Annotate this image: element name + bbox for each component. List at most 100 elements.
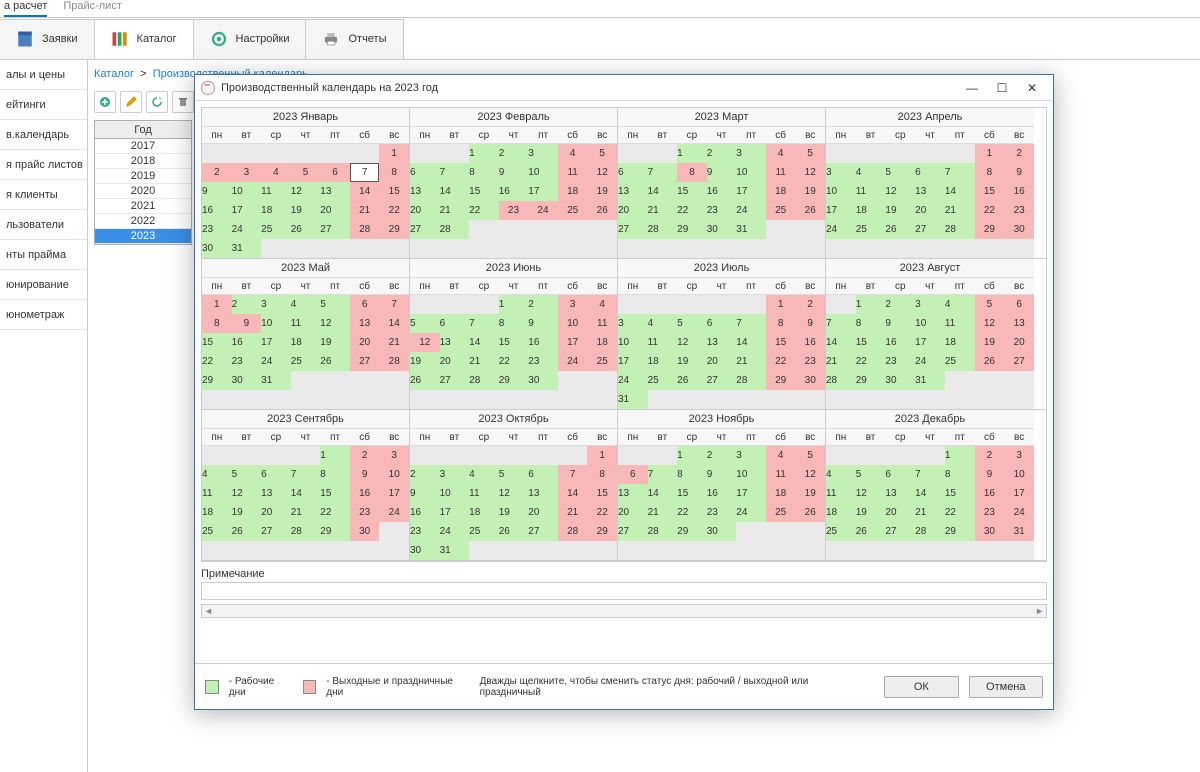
day-cell[interactable]: 20 xyxy=(320,201,350,220)
day-cell[interactable]: 16 xyxy=(707,484,737,503)
day-cell[interactable]: 11 xyxy=(826,484,856,503)
day-cell[interactable]: 5 xyxy=(587,144,617,163)
day-cell[interactable]: 8 xyxy=(856,314,886,333)
sidebar-item-6[interactable]: нты прайма xyxy=(0,240,87,270)
day-cell[interactable]: 3 xyxy=(618,314,648,333)
day-cell[interactable]: 31 xyxy=(232,239,262,258)
day-cell[interactable]: 28 xyxy=(648,220,678,239)
year-row-2020[interactable]: 2020 xyxy=(95,184,191,199)
day-cell[interactable]: 2 xyxy=(350,446,380,465)
day-cell[interactable]: 24 xyxy=(618,371,648,390)
day-cell[interactable]: 12 xyxy=(232,484,262,503)
day-cell[interactable]: 13 xyxy=(320,182,350,201)
nav-catalog[interactable]: Каталог xyxy=(95,19,194,59)
day-cell[interactable]: 25 xyxy=(826,522,856,541)
cancel-button[interactable]: Отмена xyxy=(969,676,1043,698)
day-cell[interactable]: 30 xyxy=(232,371,262,390)
day-cell[interactable]: 31 xyxy=(736,220,766,239)
day-cell[interactable]: 14 xyxy=(291,484,321,503)
day-cell[interactable]: 29 xyxy=(975,220,1005,239)
day-cell[interactable]: 16 xyxy=(350,484,380,503)
day-cell[interactable]: 12 xyxy=(320,314,350,333)
day-cell[interactable]: 10 xyxy=(618,333,648,352)
day-cell[interactable]: 2 xyxy=(202,163,232,182)
day-cell[interactable]: 21 xyxy=(826,352,856,371)
day-cell[interactable]: 10 xyxy=(736,163,766,182)
day-cell[interactable]: 23 xyxy=(1004,201,1034,220)
day-cell[interactable]: 12 xyxy=(856,484,886,503)
day-cell[interactable]: 8 xyxy=(320,465,350,484)
day-cell[interactable]: 24 xyxy=(736,201,766,220)
day-cell[interactable]: 26 xyxy=(410,371,440,390)
day-cell[interactable]: 26 xyxy=(232,522,262,541)
day-cell[interactable]: 27 xyxy=(618,220,648,239)
day-cell[interactable]: 22 xyxy=(945,503,975,522)
day-cell[interactable]: 3 xyxy=(440,465,470,484)
day-cell[interactable]: 8 xyxy=(379,163,409,182)
day-cell[interactable]: 17 xyxy=(379,484,409,503)
day-cell[interactable]: 21 xyxy=(291,503,321,522)
day-cell[interactable]: 31 xyxy=(261,371,291,390)
day-cell[interactable]: 5 xyxy=(795,446,825,465)
day-cell[interactable]: 28 xyxy=(379,352,409,371)
day-cell[interactable]: 19 xyxy=(795,182,825,201)
day-cell[interactable]: 17 xyxy=(736,182,766,201)
day-cell[interactable]: 21 xyxy=(440,201,470,220)
sidebar-item-3[interactable]: я прайс листов xyxy=(0,150,87,180)
day-cell[interactable]: 25 xyxy=(856,220,886,239)
day-cell[interactable]: 21 xyxy=(945,201,975,220)
day-cell[interactable]: 1 xyxy=(320,446,350,465)
day-cell[interactable]: 23 xyxy=(202,220,232,239)
day-cell[interactable]: 6 xyxy=(915,163,945,182)
day-cell[interactable]: 16 xyxy=(499,182,529,201)
day-cell[interactable]: 15 xyxy=(320,484,350,503)
day-cell[interactable]: 8 xyxy=(766,314,796,333)
day-cell[interactable]: 30 xyxy=(975,522,1005,541)
day-cell[interactable]: 28 xyxy=(440,220,470,239)
day-cell[interactable]: 6 xyxy=(350,295,380,314)
day-cell[interactable]: 8 xyxy=(677,163,707,182)
day-cell[interactable]: 13 xyxy=(618,484,648,503)
day-cell[interactable]: 24 xyxy=(232,220,262,239)
day-cell[interactable]: 6 xyxy=(410,163,440,182)
day-cell[interactable]: 8 xyxy=(677,465,707,484)
day-cell[interactable]: 25 xyxy=(766,503,796,522)
day-cell[interactable]: 24 xyxy=(826,220,856,239)
day-cell[interactable]: 4 xyxy=(856,163,886,182)
day-cell[interactable]: 21 xyxy=(558,503,588,522)
day-cell[interactable]: 23 xyxy=(350,503,380,522)
day-cell[interactable]: 23 xyxy=(410,522,440,541)
day-cell[interactable]: 21 xyxy=(648,503,678,522)
day-cell[interactable]: 4 xyxy=(648,314,678,333)
day-cell[interactable]: 2 xyxy=(707,144,737,163)
day-cell[interactable]: 3 xyxy=(558,295,588,314)
day-cell[interactable]: 20 xyxy=(440,352,470,371)
day-cell[interactable]: 29 xyxy=(320,522,350,541)
day-cell[interactable]: 1 xyxy=(945,446,975,465)
day-cell[interactable]: 31 xyxy=(440,541,470,560)
day-cell[interactable]: 13 xyxy=(915,182,945,201)
day-cell[interactable]: 25 xyxy=(945,352,975,371)
day-cell[interactable]: 17 xyxy=(1004,484,1034,503)
day-cell[interactable]: 8 xyxy=(945,465,975,484)
day-cell[interactable]: 30 xyxy=(528,371,558,390)
day-cell[interactable]: 27 xyxy=(528,522,558,541)
day-cell[interactable]: 14 xyxy=(648,182,678,201)
day-cell[interactable]: 1 xyxy=(975,144,1005,163)
day-cell[interactable]: 20 xyxy=(915,201,945,220)
day-cell[interactable]: 19 xyxy=(885,201,915,220)
day-cell[interactable]: 21 xyxy=(350,201,380,220)
day-cell[interactable]: 29 xyxy=(945,522,975,541)
day-cell[interactable]: 14 xyxy=(648,484,678,503)
sidebar-item-0[interactable]: алы и цены xyxy=(0,60,87,90)
day-cell[interactable]: 19 xyxy=(320,333,350,352)
year-row-2019[interactable]: 2019 xyxy=(95,169,191,184)
day-cell[interactable]: 19 xyxy=(587,182,617,201)
day-cell[interactable]: 1 xyxy=(499,295,529,314)
nav-reports[interactable]: Отчеты xyxy=(306,19,403,59)
day-cell[interactable]: 21 xyxy=(915,503,945,522)
day-cell[interactable]: 23 xyxy=(795,352,825,371)
day-cell[interactable]: 29 xyxy=(677,522,707,541)
day-cell[interactable]: 15 xyxy=(766,333,796,352)
day-cell[interactable]: 1 xyxy=(677,446,707,465)
